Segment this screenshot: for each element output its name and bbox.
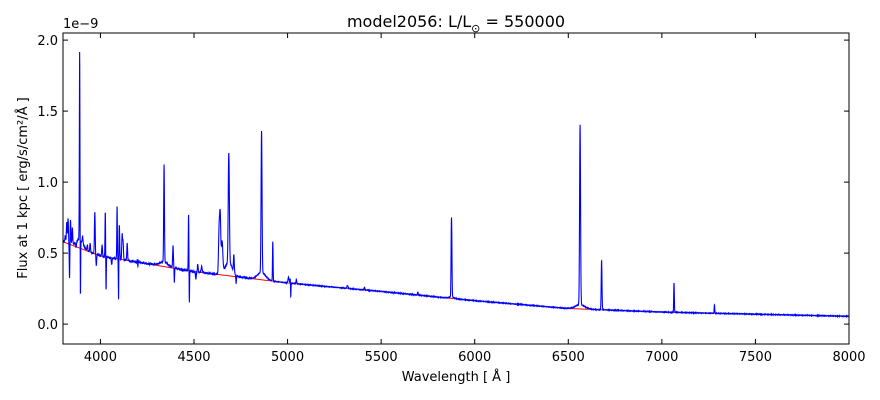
y-tick-label: 2.0 <box>37 34 58 49</box>
y-tick-label: 0.0 <box>37 318 58 333</box>
x-tick-label: 6000 <box>458 350 491 365</box>
y-axis-label: Flux at 1 kpc [ erg/s/cm²/Å ] <box>15 97 31 278</box>
y-tick-label: 0.5 <box>37 247 58 262</box>
plot-area <box>63 33 849 344</box>
chart-title-tail: = 550000 <box>480 12 565 31</box>
plot-frame <box>62 32 850 345</box>
x-axis-label: Wavelength [ Å ] <box>402 369 511 385</box>
y-ticks: 0.0 0.5 1.0 1.5 2.0 <box>37 34 849 333</box>
y-offset-text: 1e−9 <box>63 17 98 32</box>
x-tick-label: 4500 <box>177 350 210 365</box>
x-tick-label: 8000 <box>832 350 865 365</box>
x-tick-label: 5500 <box>365 350 398 365</box>
x-tick-label: 7500 <box>739 350 772 365</box>
x-ticks: 4000 4500 5000 5500 6000 6500 7000 7500 8000 <box>84 33 866 365</box>
x-tick-label: 7000 <box>645 350 678 365</box>
chart-title-main: model2056: L/L <box>347 12 471 31</box>
spectrum-line <box>62 51 850 319</box>
chart-title: model2056: L/L⊙ = 550000 <box>347 12 565 35</box>
x-tick-label: 4000 <box>84 350 117 365</box>
y-tick-label: 1.0 <box>37 176 58 191</box>
y-tick-label: 1.5 <box>37 105 58 120</box>
x-tick-label: 6500 <box>552 350 585 365</box>
x-tick-label: 5000 <box>271 350 304 365</box>
chart-title-subscript: ⊙ <box>471 22 480 35</box>
